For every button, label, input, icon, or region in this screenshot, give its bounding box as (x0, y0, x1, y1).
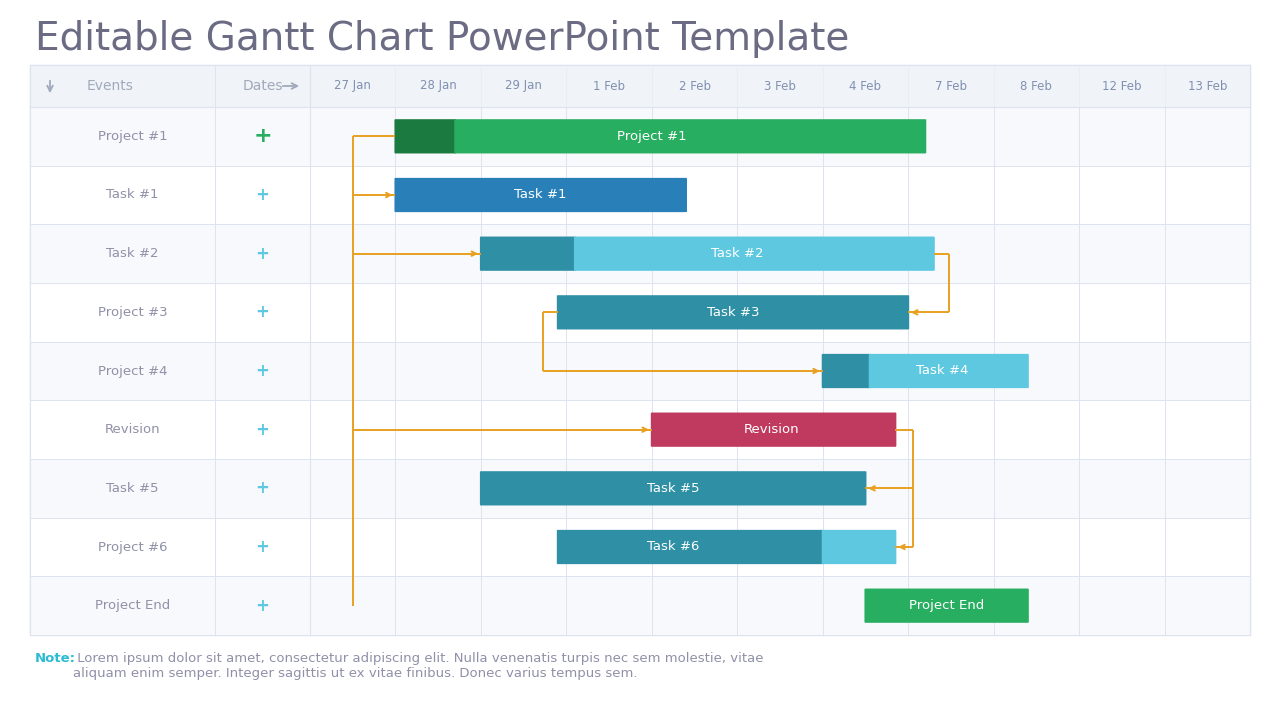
Text: +: + (256, 538, 269, 556)
Text: Task #5: Task #5 (106, 482, 159, 495)
Text: Project End: Project End (95, 599, 170, 612)
Text: Project #1: Project #1 (617, 130, 686, 143)
FancyBboxPatch shape (822, 354, 870, 388)
Text: Task #1: Task #1 (515, 189, 567, 202)
Text: 27 Jan: 27 Jan (334, 79, 371, 92)
Text: +: + (256, 480, 269, 498)
FancyBboxPatch shape (394, 120, 456, 153)
Text: +: + (256, 420, 269, 438)
Text: 13 Feb: 13 Feb (1188, 79, 1228, 92)
FancyBboxPatch shape (480, 237, 576, 271)
FancyBboxPatch shape (557, 530, 824, 564)
Text: Task #5: Task #5 (646, 482, 699, 495)
FancyBboxPatch shape (557, 295, 909, 330)
FancyBboxPatch shape (573, 237, 934, 271)
Text: Task #3: Task #3 (707, 306, 759, 319)
Text: Dates: Dates (242, 79, 283, 93)
FancyBboxPatch shape (822, 530, 896, 564)
Text: +: + (256, 362, 269, 380)
Text: Task #1: Task #1 (106, 189, 159, 202)
Bar (29, 283, 1251, 342)
Text: 28 Jan: 28 Jan (420, 79, 457, 92)
Text: +: + (253, 126, 271, 146)
Text: 4 Feb: 4 Feb (850, 79, 882, 92)
Text: +: + (256, 597, 269, 615)
Bar (29, 166, 1251, 225)
Text: 2 Feb: 2 Feb (678, 79, 710, 92)
Bar (29, 459, 1251, 518)
Bar (29, 225, 1251, 283)
FancyBboxPatch shape (480, 471, 867, 505)
Text: Project #1: Project #1 (97, 130, 168, 143)
Text: Project End: Project End (909, 599, 984, 612)
Text: Task #4: Task #4 (916, 364, 969, 377)
Text: Revision: Revision (744, 423, 799, 436)
Text: Project #3: Project #3 (97, 306, 168, 319)
Bar (29, 65, 1251, 107)
FancyBboxPatch shape (650, 413, 896, 447)
Bar (29, 342, 1251, 400)
Text: +: + (256, 186, 269, 204)
Text: 29 Jan: 29 Jan (506, 79, 541, 92)
Text: Task #6: Task #6 (646, 541, 699, 554)
Text: Task #2: Task #2 (106, 247, 159, 260)
Text: Events: Events (87, 79, 133, 93)
Text: Revision: Revision (105, 423, 160, 436)
Text: Lorem ipsum dolor sit amet, consectetur adipiscing elit. Nulla venenatis turpis : Lorem ipsum dolor sit amet, consectetur … (73, 652, 763, 680)
FancyBboxPatch shape (869, 354, 1029, 388)
Bar (29, 518, 1251, 576)
Bar (29, 576, 1251, 635)
Text: 12 Feb: 12 Feb (1102, 79, 1142, 92)
Text: Note:: Note: (35, 652, 76, 665)
FancyBboxPatch shape (454, 120, 927, 153)
Text: 7 Feb: 7 Feb (934, 79, 966, 92)
Text: 3 Feb: 3 Feb (764, 79, 796, 92)
Text: 1 Feb: 1 Feb (593, 79, 625, 92)
FancyBboxPatch shape (394, 178, 687, 212)
Text: Editable Gantt Chart PowerPoint Template: Editable Gantt Chart PowerPoint Template (35, 20, 850, 58)
Text: 8 Feb: 8 Feb (1020, 79, 1052, 92)
Bar (29, 107, 1251, 166)
FancyBboxPatch shape (864, 588, 1029, 623)
Text: +: + (256, 303, 269, 321)
Bar (29, 65, 1251, 635)
Text: +: + (256, 245, 269, 263)
Text: Task #2: Task #2 (710, 247, 764, 260)
Text: Project #4: Project #4 (97, 364, 168, 377)
Bar (29, 400, 1251, 459)
Text: Project #6: Project #6 (97, 541, 168, 554)
